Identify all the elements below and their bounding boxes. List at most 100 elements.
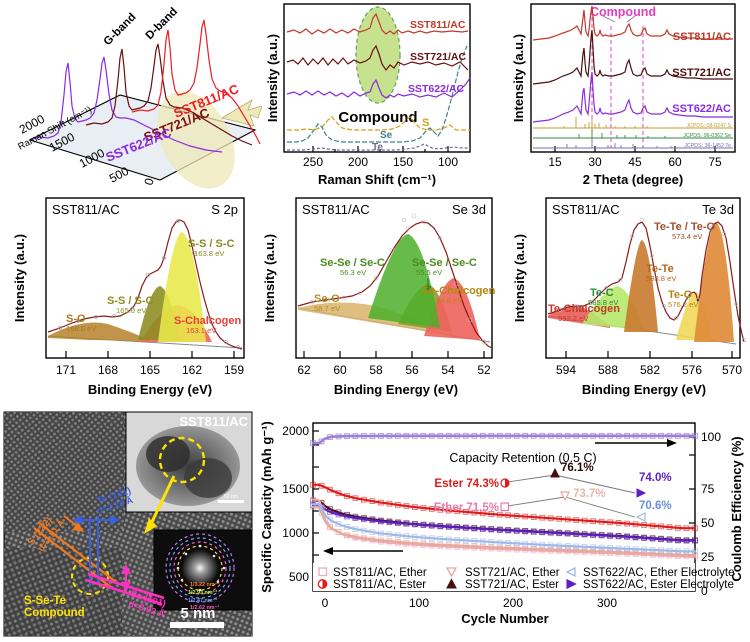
svg-text:583.8 eV: 583.8 eV (646, 274, 677, 283)
s2p-yaxis-title: Intensity (a.u.) (12, 234, 27, 322)
xrd-yaxis-title: Intensity (a.u.) (511, 34, 526, 122)
te3d-xtick-582: 582 (640, 363, 660, 377)
cycling-series-sst622-ac-ester-electrolyte (311, 504, 697, 542)
cycling-ytick-1000: 1000 (282, 526, 309, 540)
svg-text:Se-Se / Se-C: Se-Se / Se-C (412, 257, 477, 269)
cycling-yaxis-title: Specific Capacity (mAh g⁻¹) (259, 421, 274, 593)
panel-raman-3d: 2000 1500 1000 500 0 Raman Shift (cm⁻¹) … (0, 0, 262, 190)
svg-text:55.5 eV: 55.5 eV (416, 268, 443, 277)
cycling-data-marker (471, 525, 478, 532)
cycling-data-marker (683, 537, 690, 544)
svg-text:S-Se-Te: S-Se-Te (24, 595, 66, 607)
cycling-data-marker (692, 548, 698, 555)
cycling-y2tick-25: 25 (701, 550, 715, 564)
cycling-data-marker (378, 537, 384, 544)
te3d-xtick-588: 588 (598, 363, 618, 377)
cycling-data-marker (692, 525, 698, 532)
cycling-data-marker (344, 433, 350, 440)
cycling-data-marker (310, 440, 316, 447)
cycling-data-marker (641, 550, 648, 557)
cycling-series-coulomb-efficiency (311, 434, 697, 445)
cycling-data-marker (344, 532, 350, 538)
cycling-data-marker (445, 524, 452, 530)
cycling-data-marker (615, 432, 622, 439)
cycling-data-marker (581, 517, 588, 524)
legend-marker-sst622-ether (565, 566, 576, 578)
xrd-xtick-15: 15 (548, 155, 562, 169)
cycling-data-marker (607, 519, 614, 526)
cycling-data-marker (590, 532, 597, 538)
cycling-data-marker (556, 515, 563, 522)
cycling-data-marker (412, 540, 418, 547)
svg-text:S-S / S-C: S-S / S-C (188, 238, 235, 250)
svg-text:1/2.93 nm⁻¹: 1/2.93 nm⁻¹ (188, 590, 217, 596)
cycling-data-marker (581, 547, 588, 554)
cycling-data-marker (573, 517, 580, 523)
raman-xtick-200: 200 (348, 155, 368, 169)
svg-text:1/2.62 nm⁻¹: 1/2.62 nm⁻¹ (190, 605, 219, 611)
cycling-data-marker (420, 505, 427, 511)
cycling-data-marker (428, 506, 435, 512)
xrd-reference-te: JCPDS: 36-1452 Te (533, 138, 733, 149)
cycling-data-marker (607, 548, 614, 555)
s2p-xtick-165: 165 (140, 363, 160, 377)
cycling-xaxis-title: Cycle Number (461, 611, 548, 626)
cycling-data-marker (496, 539, 503, 546)
svg-text:56.3 eV: 56.3 eV (340, 268, 367, 277)
s2p-region-label: S 2p (211, 202, 238, 217)
cycling-data-marker (641, 522, 648, 528)
cycling-data-marker (496, 432, 503, 439)
te3d-yaxis-title: Intensity (a.u.) (512, 234, 527, 322)
cycling-data-marker (547, 546, 554, 553)
svg-text:Te-O: Te-O (668, 289, 693, 301)
cycling-data-marker (632, 546, 639, 552)
cycling-data-marker (530, 528, 537, 535)
cycling-data-marker (573, 432, 580, 439)
raman3d-tick-0: 0 (141, 176, 156, 187)
xrd-reference-se: JCPDS: 06-0362 Se (533, 129, 733, 139)
svg-text:Te-Te: Te-Te (646, 263, 674, 275)
cycling-data-marker (607, 432, 614, 439)
cycling-data-marker (395, 532, 401, 539)
xrd-xaxis-title: 2 Theta (degree) (583, 172, 683, 187)
cycling-retention-title: Capacity Retention (0.5 C) (449, 451, 596, 465)
cycling-data-marker (335, 521, 342, 527)
cycling-data-marker (403, 503, 410, 509)
xrd-ref-label-te: JCPDS: 36-1452 Te (684, 143, 731, 149)
legend-marker-sst622-ester (566, 578, 577, 590)
cycling-xtick-300: 300 (597, 596, 617, 610)
cycling-data-marker (454, 508, 461, 515)
cycling-ytick-500: 500 (289, 570, 309, 584)
se3d-peak-label-chalcogen: Se-Chalcogen 54.8 eV (422, 285, 496, 305)
cycling-data-marker (462, 525, 469, 531)
cycling-data-marker (505, 527, 512, 534)
cycling-data-marker (412, 521, 418, 528)
cycling-annotation-ester-811: Ester 74.3% (434, 478, 510, 490)
svg-text:S-Chalcogen: S-Chalcogen (174, 315, 242, 327)
cycling-data-marker (327, 434, 333, 441)
xrd-xtick-75: 75 (708, 155, 722, 169)
cycling-data-marker (352, 515, 359, 521)
cycling-data-marker (547, 542, 554, 549)
se3d-xtick-52: 52 (477, 363, 491, 377)
cycling-data-marker (445, 536, 452, 543)
cycling-data-marker (658, 547, 664, 554)
cycling-data-marker (573, 543, 580, 550)
cycling-data-marker (522, 432, 529, 439)
xrd-ref-label-s: JCPDS: 08-0247 S (686, 123, 731, 129)
cycling-data-marker (666, 524, 673, 530)
svg-text:Ether 71.5%: Ether 71.5% (434, 502, 499, 514)
te3d-peak-label-chalcogen: Te-Chalcogen 592.2 eV (548, 303, 620, 323)
cycling-data-marker (505, 432, 512, 439)
legend-label-sst811-ester: SST811/AC, Ester (333, 579, 426, 591)
cycling-arrowhead-left (323, 547, 333, 555)
cycling-data-marker (666, 536, 673, 543)
cycling-data-marker (479, 526, 486, 532)
xrd-xtick-45: 45 (628, 155, 642, 169)
cycling-data-marker (564, 516, 571, 523)
svg-text:1/3.22 nm⁻¹: 1/3.22 nm⁻¹ (190, 582, 219, 588)
te3d-sample-label: SST811/AC (552, 202, 620, 217)
cycling-data-marker (658, 432, 664, 439)
svg-text:70.6%: 70.6% (639, 500, 672, 512)
cycling-data-marker (522, 528, 529, 535)
